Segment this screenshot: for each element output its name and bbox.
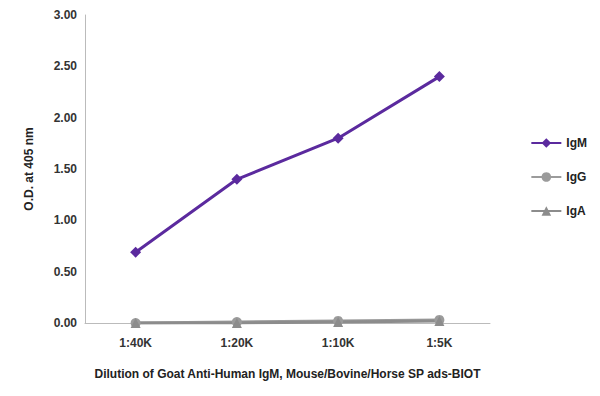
svg-text:1.50: 1.50	[54, 162, 78, 176]
svg-text:IgG: IgG	[566, 170, 586, 184]
svg-text:0.50: 0.50	[54, 265, 78, 279]
svg-text:O.D. at 405 nm: O.D. at 405 nm	[22, 127, 36, 210]
svg-text:IgM: IgM	[566, 136, 587, 150]
svg-text:1:10K: 1:10K	[322, 336, 355, 350]
svg-text:1:40K: 1:40K	[119, 336, 152, 350]
svg-text:IgA: IgA	[566, 204, 586, 218]
svg-text:0.00: 0.00	[54, 316, 78, 330]
svg-text:1.00: 1.00	[54, 213, 78, 227]
svg-text:2.00: 2.00	[54, 111, 78, 125]
svg-text:3.00: 3.00	[54, 8, 78, 22]
svg-text:Dilution of Goat Anti-Human Ig: Dilution of Goat Anti-Human IgM, Mouse/B…	[94, 367, 481, 381]
svg-text:2.50: 2.50	[54, 59, 78, 73]
svg-text:1:5K: 1:5K	[426, 336, 452, 350]
svg-text:1:20K: 1:20K	[221, 336, 254, 350]
